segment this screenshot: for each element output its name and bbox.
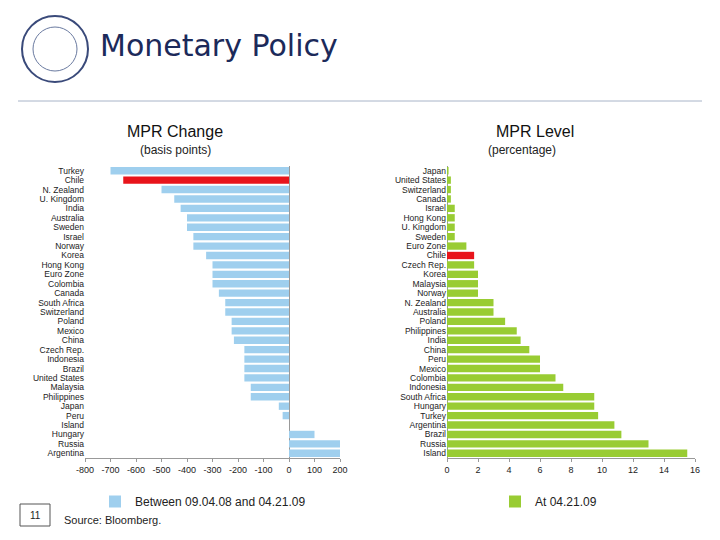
svg-text:-300: -300 xyxy=(203,465,221,475)
svg-text:12: 12 xyxy=(628,465,638,475)
svg-text:-200: -200 xyxy=(229,465,247,475)
svg-text:Australia: Australia xyxy=(413,307,446,317)
svg-text:N. Zealand: N. Zealand xyxy=(404,298,446,308)
svg-text:Brazil: Brazil xyxy=(425,429,446,439)
svg-text:Peru: Peru xyxy=(66,411,84,421)
svg-text:Philippines: Philippines xyxy=(43,392,84,402)
svg-text:Czech Rep.: Czech Rep. xyxy=(402,260,446,270)
svg-text:Euro Zone: Euro Zone xyxy=(406,241,446,251)
svg-text:At 04.21.09: At 04.21.09 xyxy=(535,495,597,509)
svg-text:4: 4 xyxy=(506,465,511,475)
svg-text:Switzerland: Switzerland xyxy=(402,185,446,195)
svg-text:Between 09.04.08 and 04.21.09: Between 09.04.08 and 04.21.09 xyxy=(135,495,305,509)
svg-text:Brazil: Brazil xyxy=(63,363,84,373)
svg-text:Hong Kong: Hong Kong xyxy=(41,260,84,270)
svg-text:United States: United States xyxy=(395,175,446,185)
svg-text:-500: -500 xyxy=(152,465,170,475)
svg-text:200: 200 xyxy=(332,465,347,475)
svg-text:6: 6 xyxy=(537,465,542,475)
svg-text:Monetary Policy: Monetary Policy xyxy=(100,28,338,63)
svg-text:Sweden: Sweden xyxy=(415,232,446,242)
svg-text:Island: Island xyxy=(423,448,446,458)
svg-text:China: China xyxy=(424,345,446,355)
svg-text:Turkey: Turkey xyxy=(58,166,84,176)
svg-text:Chile: Chile xyxy=(65,175,85,185)
svg-text:14: 14 xyxy=(659,465,669,475)
svg-text:Colombia: Colombia xyxy=(48,279,84,289)
svg-text:South Africa: South Africa xyxy=(400,392,446,402)
svg-text:Mexico: Mexico xyxy=(419,363,446,373)
svg-text:Euro Zone: Euro Zone xyxy=(44,269,84,279)
svg-text:16: 16 xyxy=(690,465,700,475)
svg-text:Russia: Russia xyxy=(420,439,446,449)
svg-text:N. Zealand: N. Zealand xyxy=(42,185,84,195)
svg-text:Japan: Japan xyxy=(423,166,446,176)
svg-text:Mexico: Mexico xyxy=(57,326,84,336)
svg-text:Norway: Norway xyxy=(55,241,85,251)
svg-text:Sweden: Sweden xyxy=(53,222,84,232)
svg-text:Poland: Poland xyxy=(58,316,85,326)
svg-text:Malaysia: Malaysia xyxy=(50,382,84,392)
svg-text:China: China xyxy=(62,335,84,345)
svg-text:-100: -100 xyxy=(254,465,272,475)
svg-text:-700: -700 xyxy=(101,465,119,475)
svg-text:11: 11 xyxy=(30,510,41,521)
svg-text:Chile: Chile xyxy=(427,250,447,260)
svg-text:Israel: Israel xyxy=(425,203,446,213)
svg-text:United States: United States xyxy=(33,373,84,383)
svg-text:Argentina: Argentina xyxy=(410,420,447,430)
svg-text:Indonesia: Indonesia xyxy=(47,354,84,364)
svg-text:-800: -800 xyxy=(76,465,94,475)
svg-text:8: 8 xyxy=(568,465,573,475)
svg-text:0: 0 xyxy=(444,465,449,475)
svg-text:Switzerland: Switzerland xyxy=(40,307,84,317)
svg-text:Russia: Russia xyxy=(58,439,84,449)
svg-text:Philippines: Philippines xyxy=(405,326,446,336)
svg-text:Canada: Canada xyxy=(54,288,84,298)
svg-text:India: India xyxy=(66,203,85,213)
svg-text:-400: -400 xyxy=(178,465,196,475)
svg-text:Hong Kong: Hong Kong xyxy=(403,213,446,223)
svg-text:Malaysia: Malaysia xyxy=(412,279,446,289)
svg-text:Colombia: Colombia xyxy=(410,373,446,383)
svg-text:U. Kingdom: U. Kingdom xyxy=(402,222,446,232)
svg-text:(basis points): (basis points) xyxy=(140,143,211,157)
svg-text:Israel: Israel xyxy=(63,232,84,242)
svg-text:100: 100 xyxy=(307,465,322,475)
svg-text:0: 0 xyxy=(286,465,291,475)
svg-text:Norway: Norway xyxy=(417,288,447,298)
svg-text:India: India xyxy=(428,335,447,345)
svg-text:Island: Island xyxy=(61,420,84,430)
svg-text:2: 2 xyxy=(475,465,480,475)
svg-text:Turkey: Turkey xyxy=(420,411,446,421)
svg-text:10: 10 xyxy=(597,465,607,475)
svg-text:Peru: Peru xyxy=(428,354,446,364)
svg-text:Hungary: Hungary xyxy=(414,401,447,411)
svg-text:U. Kingdom: U. Kingdom xyxy=(40,194,84,204)
svg-text:Australia: Australia xyxy=(51,213,84,223)
svg-text:Korea: Korea xyxy=(61,250,84,260)
svg-text:Indonesia: Indonesia xyxy=(409,382,446,392)
svg-text:-600: -600 xyxy=(127,465,145,475)
svg-text:Argentina: Argentina xyxy=(48,448,85,458)
svg-text:MPR Level: MPR Level xyxy=(496,123,574,140)
svg-text:Canada: Canada xyxy=(416,194,446,204)
svg-text:Source: Bloomberg.: Source: Bloomberg. xyxy=(64,514,161,526)
svg-text:Poland: Poland xyxy=(420,316,447,326)
svg-text:Korea: Korea xyxy=(423,269,446,279)
svg-text:Hungary: Hungary xyxy=(52,429,85,439)
svg-text:Japan: Japan xyxy=(61,401,84,411)
svg-text:(percentage): (percentage) xyxy=(488,143,556,157)
svg-text:South Africa: South Africa xyxy=(38,298,84,308)
svg-text:Czech Rep.: Czech Rep. xyxy=(40,345,84,355)
svg-text:MPR Change: MPR Change xyxy=(127,123,223,140)
